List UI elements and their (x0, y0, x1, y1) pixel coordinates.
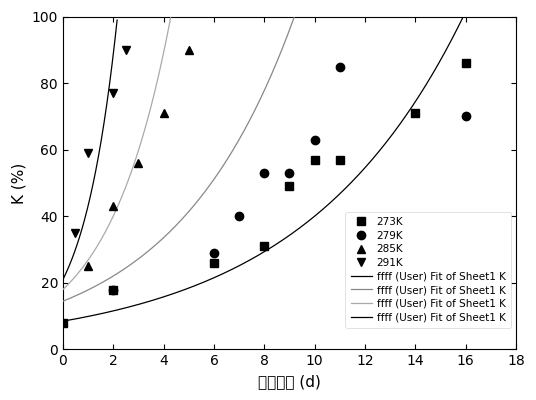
291K (72, 230, 79, 235)
285K (160, 111, 167, 116)
291K (110, 91, 116, 96)
273K (59, 320, 66, 325)
273K (261, 244, 267, 249)
273K (412, 111, 419, 116)
279K (211, 250, 217, 255)
Line: 291K: 291K (71, 46, 130, 237)
291K (123, 48, 129, 52)
273K (211, 260, 217, 265)
285K (110, 204, 116, 209)
285K (135, 161, 142, 166)
279K (337, 64, 343, 69)
273K (337, 157, 343, 162)
285K (185, 48, 192, 52)
Line: 279K: 279K (109, 62, 470, 294)
279K (311, 137, 318, 142)
Legend: 273K, 279K, 285K, 291K, ffff (User) Fit of Sheet1 K, ffff (User) Fit of Sheet1 K: 273K, 279K, 285K, 291K, ffff (User) Fit … (346, 212, 511, 328)
273K (110, 287, 116, 292)
X-axis label: 贯藏时间 (d): 贯藏时间 (d) (258, 374, 321, 389)
Y-axis label: K (%): K (%) (11, 162, 26, 204)
Line: 285K: 285K (84, 46, 193, 270)
285K (85, 264, 91, 269)
279K (286, 171, 293, 176)
279K (110, 287, 116, 292)
273K (463, 61, 469, 66)
279K (236, 214, 242, 219)
273K (311, 157, 318, 162)
273K (286, 184, 293, 189)
279K (463, 114, 469, 119)
291K (85, 151, 91, 156)
Line: 273K: 273K (59, 59, 470, 327)
279K (261, 171, 267, 176)
